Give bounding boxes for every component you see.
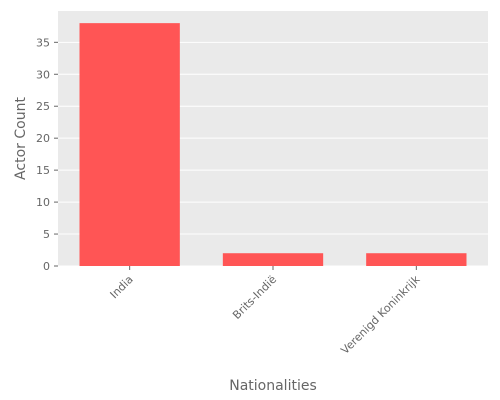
y-tick-label: 30 [36, 68, 50, 81]
y-tick-label: 25 [36, 100, 50, 113]
bar-verenigd-koninkrijk [366, 253, 467, 266]
y-tick-label: 5 [43, 228, 50, 241]
x-tick-label: Verenigd Koninkrijk [338, 272, 422, 356]
y-axis-ticks: 0 5 10 15 20 25 30 35 [36, 36, 58, 273]
x-tick-label: Brits-Indië [230, 273, 279, 322]
bar-india [79, 23, 180, 267]
y-tick-label: 15 [36, 164, 50, 177]
y-tick-label: 0 [43, 260, 50, 273]
x-axis-ticks: India Brits-Indië Verenigd Koninkrijk [108, 266, 423, 357]
x-axis-label: Nationalities [229, 378, 317, 394]
bars [79, 23, 467, 267]
x-tick-label: India [108, 273, 136, 301]
y-tick-label: 20 [36, 132, 50, 145]
y-axis-label: Actor Count [13, 97, 29, 180]
y-tick-label: 10 [36, 196, 50, 209]
bar-brits-indi- [222, 253, 324, 266]
y-tick-label: 35 [36, 36, 50, 49]
